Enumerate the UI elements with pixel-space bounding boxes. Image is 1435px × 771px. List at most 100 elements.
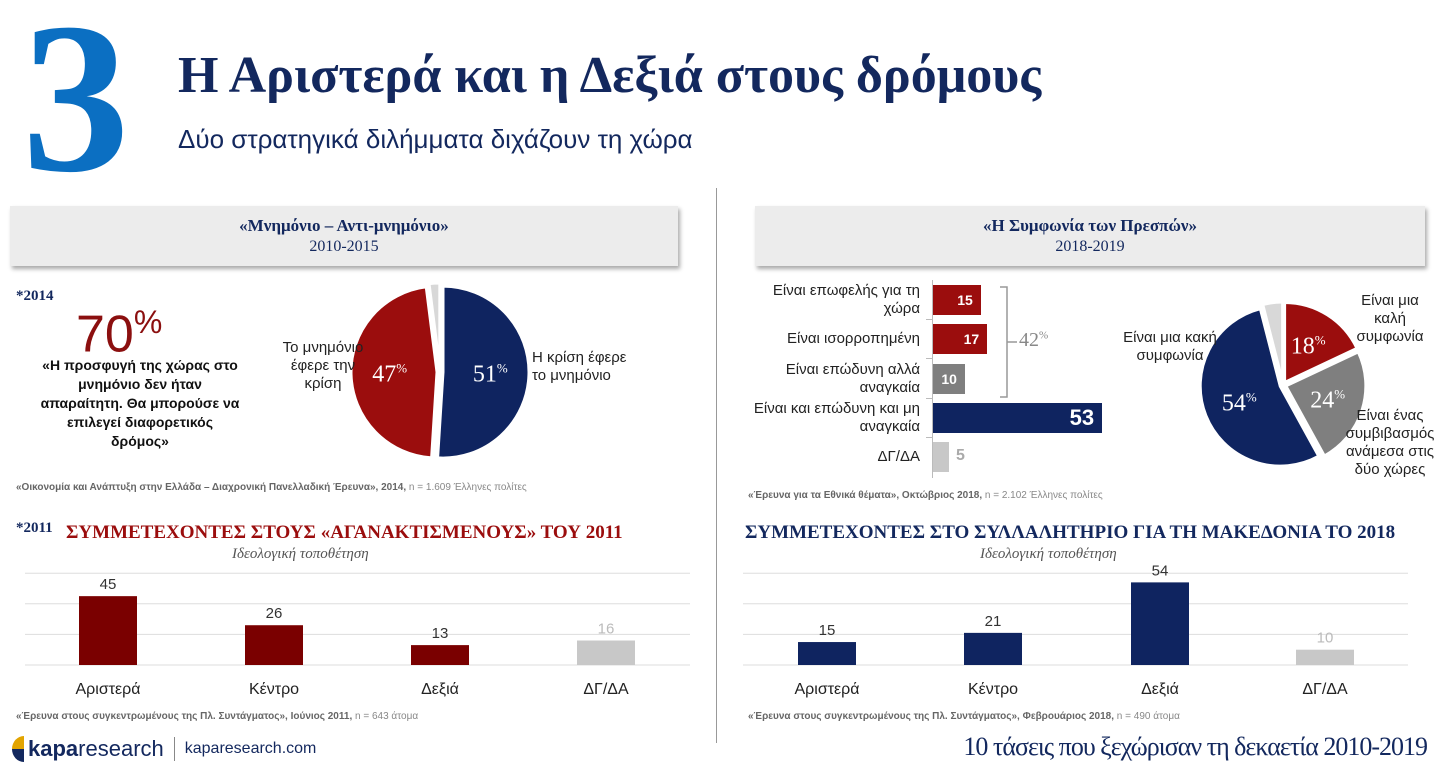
note-2011: *2011 (16, 520, 53, 536)
page-title: Η Αριστερά και η Δεξιά στους δρόμους (178, 47, 1042, 104)
kapa-logo: kapa research kaparesearch.com (10, 734, 316, 764)
slice-label-line: συμφωνία (1356, 328, 1423, 345)
category-label: ΔΓ/ΔΑ (1302, 681, 1348, 698)
indignados-source: «Έρευνα στους συγκεντρωμένους της Πλ. Συ… (16, 711, 418, 722)
bar: 17 (933, 324, 988, 355)
source-title: «Οικονομία και Ανάπτυξη στην Ελλάδα – Δι… (16, 482, 407, 493)
indignados-bar-chart: 45 Αριστερά 26 Κέντρο 13 Δεξιά 16 ΔΓ/ΔΑ (25, 572, 690, 698)
bar: 53 (933, 402, 1103, 433)
macedonia-bar-chart: 15 Αριστερά 21 Κέντρο 54 Δεξιά 10 ΔΓ/ΔΑ (743, 562, 1408, 698)
left-panel-years: 2010-2015 (309, 238, 379, 255)
slice-label-line: δύο χώρες (1355, 461, 1426, 478)
slice-unit: % (396, 361, 407, 376)
logo-mark-icon (12, 736, 24, 762)
category-label: Κέντρο (968, 681, 1018, 698)
pie-slice (1283, 349, 1368, 459)
macedonia-source: «Έρευνα στους συγκεντρωμένους της Πλ. Συ… (748, 711, 1180, 722)
prespa-bar-chart: Είναι επωφελής για τη χώρα 15 Είναι ισορρο… (740, 280, 1140, 480)
bar-value: 45 (100, 576, 117, 593)
tick (926, 397, 933, 399)
slice-label-line: Είναι μια κακή (1123, 329, 1217, 346)
right-source: «Έρευνα για τα Εθνικά θέματα», Οκτώβριος… (748, 490, 1103, 501)
category-label: ΔΓ/ΔΑ (583, 681, 629, 698)
bracket-total: 42% (1019, 329, 1048, 352)
bar-label: ΔΓ/ΔΑ (877, 448, 920, 466)
bar-value: 54 (1152, 562, 1169, 579)
slice-label-line: Η κρίση έφερε (532, 349, 627, 366)
category-label: Δεξιά (1141, 681, 1179, 698)
bar (933, 442, 949, 473)
pie-slice (427, 281, 442, 370)
big-stat-unit: % (133, 304, 163, 340)
bracket-total-value: 42 (1019, 329, 1039, 351)
macedonia-subtitle: Ιδεολογική τοποθέτηση (980, 546, 1117, 562)
bracket (1000, 286, 1017, 398)
bar: 15 (933, 285, 981, 315)
logo-bold: kapa (28, 736, 79, 761)
bar-value: 13 (432, 625, 449, 642)
bar (245, 625, 303, 665)
left-source: «Οικονομία και Ανάπτυξη στην Ελλάδα – Δι… (16, 482, 527, 493)
indignados-title: ΣΥΜΜΕΤΕΧΟΝΤΕΣ ΣΤΟΥΣ «ΑΓΑΝΑΚΤΙΣΜΕΝΟΥΣ» ΤΟ… (66, 522, 623, 543)
slice-label-line: καλή (1374, 310, 1406, 327)
bar-value: 5 (955, 447, 965, 465)
category-label: Αριστερά (75, 681, 140, 698)
page-subtitle: Δύο στρατηγικά διλήμματα διχάζουν τη χώρ… (178, 124, 693, 154)
slice-label: Είναι ένας συμβιβασμός ανάμεσα στις δύο χώρ… (1346, 407, 1435, 478)
bar (964, 632, 1022, 665)
pie-slice (1198, 306, 1321, 468)
bar-value: 21 (985, 613, 1002, 630)
left-panel-heading: «Μνημόνιο – Αντι-μνημόνιο» (239, 216, 449, 235)
bar (1131, 582, 1189, 665)
source-title: «Έρευνα στους συγκεντρωμένους της Πλ. Συ… (748, 711, 1115, 722)
tick (926, 358, 933, 360)
source-title: «Έρευνα για τα Εθνικά θέματα», Οκτώβριος… (748, 490, 983, 501)
source-n: n = 490 άτομα (1114, 711, 1180, 722)
pie-slice (349, 285, 439, 460)
bar-label: Είναι επωφελής για τη χώρα (772, 282, 920, 317)
macedonia-title: ΣΥΜΜΕΤΕΧΟΝΤΕΣ ΣΤΟ ΣΥΛΛΑΛΗΤΗΡΙΟ ΓΙΑ ΤΗ ΜΑ… (745, 522, 1396, 543)
right-panel-heading: «Η Συμφωνία των Πρεσπών» (983, 216, 1197, 235)
note-year: *2014 (16, 288, 54, 304)
source-n: n = 1.609 Έλληνες πολίτες (406, 482, 527, 493)
source-n: n = 643 άτομα (352, 711, 419, 722)
slice-label: Είναι μια κακή συμφωνία (1123, 329, 1217, 364)
slice-label-line: έφερε την (291, 357, 355, 374)
tick (926, 319, 933, 320)
big-stat: 70% (76, 292, 162, 364)
bar: 10 (933, 363, 965, 394)
left-panel-header: «Μνημόνιο – Αντι-μνημόνιο» 2010-2015 (10, 206, 678, 266)
indignados-subtitle: Ιδεολογική τοποθέτηση (232, 546, 369, 562)
slice-label-line: συμφωνία (1136, 347, 1203, 364)
footer-tagline: 10 τάσεις που ξεχώρισαν τη δεκαετία 2010… (963, 732, 1428, 761)
slice-label-line: συμβιβασμός (1346, 425, 1435, 442)
slice-label-line: ανάμεσα στις (1346, 443, 1434, 460)
big-stat-value: 70 (76, 305, 134, 364)
bar (798, 642, 856, 665)
bar-label: Είναι επώδυνη αλλά αναγκαία (785, 360, 920, 396)
source-n: n = 2.102 Έλληνες πολίτες (982, 490, 1103, 501)
slice-label-line: Είναι ένας (1356, 407, 1423, 424)
bar-value: 10 (1317, 630, 1334, 647)
slice-label: Το μνημόνιο έφερε την κρίση (283, 339, 364, 392)
website-link[interactable]: kaparesearch.com (184, 740, 317, 757)
bar (411, 645, 469, 665)
slice-unit: % (497, 361, 508, 376)
quote: «Η προσφυγή της χώρας στο μνημόνιο δεν ή… (40, 357, 240, 449)
tick (926, 436, 933, 438)
slice-unit: % (1246, 389, 1257, 404)
source-title: «Έρευνα στους συγκεντρωμένους της Πλ. Συ… (16, 711, 353, 722)
slice-label-line: κρίση (305, 375, 342, 392)
divider (716, 188, 717, 743)
slice-unit: % (1315, 332, 1326, 347)
slice-label-line: Το μνημόνιο (283, 339, 364, 356)
axis-line (932, 280, 933, 478)
slice-label-line: το μνημόνιο (532, 367, 611, 384)
bar-label: Είναι και επώδυνη και μη αναγκαία (753, 399, 920, 435)
bar (79, 596, 137, 665)
slice-unit: % (1334, 387, 1345, 402)
slice-label: Είναι μια καλή συμφωνία (1356, 292, 1423, 345)
bar-value: 16 (598, 621, 615, 638)
pie-slice (1260, 300, 1285, 383)
